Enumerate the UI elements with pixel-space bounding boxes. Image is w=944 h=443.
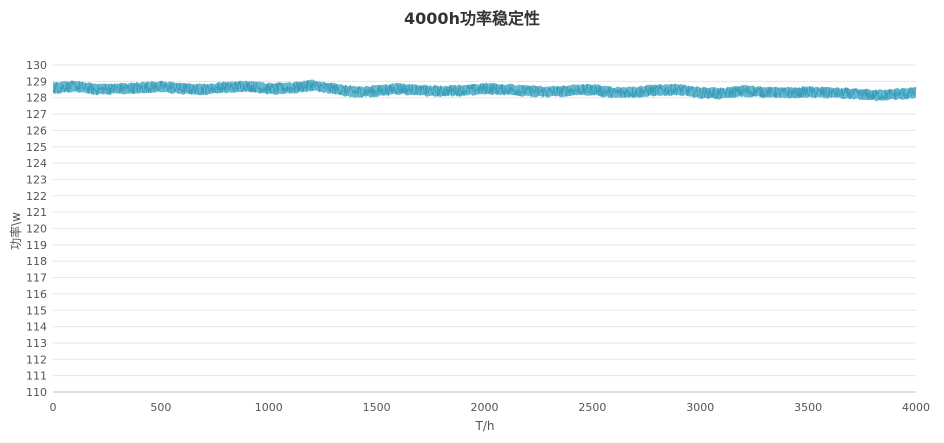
y-tick-label: 125 <box>26 141 47 154</box>
y-tick-label: 124 <box>26 157 47 170</box>
y-tick-label: 114 <box>26 321 47 334</box>
x-tick-label: 1000 <box>255 401 283 414</box>
x-tick-label: 2500 <box>578 401 606 414</box>
y-tick-label: 126 <box>26 124 47 137</box>
y-tick-label: 121 <box>26 206 47 219</box>
y-tick-label: 128 <box>26 92 47 105</box>
y-tick-label: 129 <box>26 75 47 88</box>
y-tick-label: 127 <box>26 108 47 121</box>
y-tick-label: 123 <box>26 173 47 186</box>
y-tick-label: 112 <box>26 353 47 366</box>
y-tick-label: 115 <box>26 304 47 317</box>
series-layer <box>52 79 917 102</box>
y-tick-label: 117 <box>26 272 47 285</box>
y-tick-label: 122 <box>26 190 47 203</box>
y-tick-label: 130 <box>26 59 47 72</box>
y-tick-label: 119 <box>26 239 47 252</box>
x-tick-label: 3500 <box>794 401 822 414</box>
x-tick-label: 0 <box>50 401 57 414</box>
grid-layer <box>53 64 916 393</box>
x-tick-label: 500 <box>150 401 171 414</box>
y-tick-label: 118 <box>26 255 47 268</box>
y-tick-label: 110 <box>26 386 47 399</box>
x-tick-label: 3000 <box>686 401 714 414</box>
x-tick-label: 4000 <box>902 401 930 414</box>
tick-layer: 110 111 112 113 114 115 116 117 118 119 120 121 122 1… <box>26 59 930 414</box>
y-tick-label: 113 <box>26 337 47 350</box>
x-axis-label: T/h <box>475 419 495 433</box>
y-tick-label: 111 <box>26 370 47 383</box>
y-axis-label: 功率\w <box>8 212 23 250</box>
y-tick-label: 120 <box>26 223 47 236</box>
series-line <box>52 80 917 101</box>
chart-title: 4000h功率稳定性 <box>404 9 540 28</box>
y-tick-label: 116 <box>26 288 47 301</box>
x-tick-label: 1500 <box>363 401 391 414</box>
x-tick-label: 2000 <box>471 401 499 414</box>
